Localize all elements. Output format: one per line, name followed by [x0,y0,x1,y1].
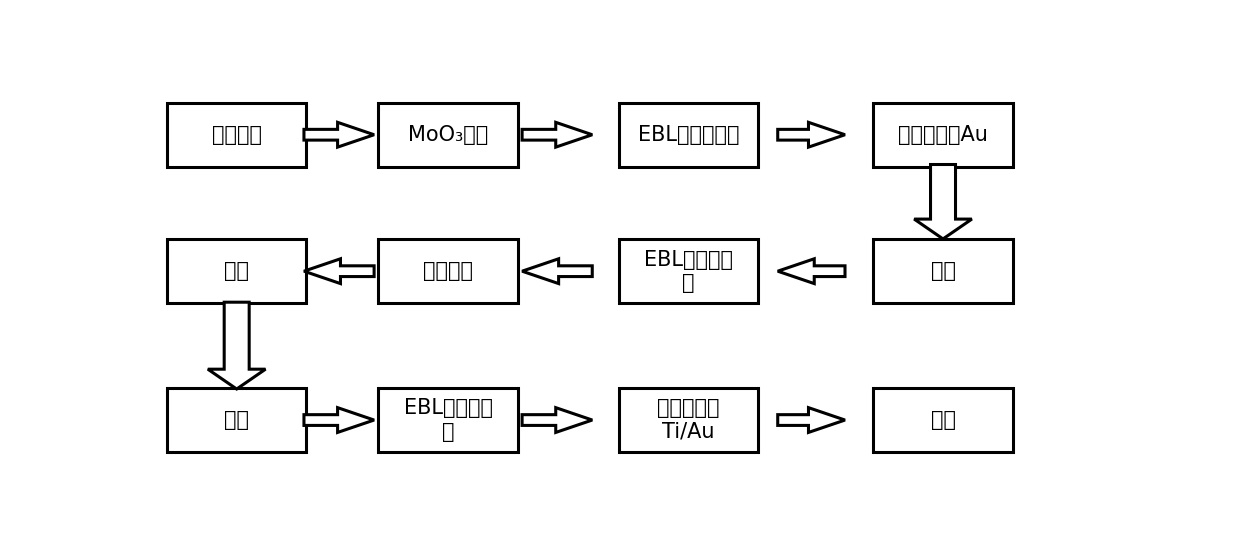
Text: MoO₃硫化: MoO₃硫化 [408,125,489,145]
Polygon shape [522,408,593,432]
Bar [378,103,518,167]
Text: EBL光刻电极
层: EBL光刻电极 层 [403,398,492,441]
Polygon shape [304,408,374,432]
Text: EBL光刻标记层: EBL光刻标记层 [637,125,739,145]
Text: 去胶: 去胶 [930,261,956,281]
Polygon shape [777,259,844,284]
Polygon shape [304,122,374,147]
Text: 磁控溅射: 磁控溅射 [423,261,474,281]
Polygon shape [522,259,593,284]
Bar [873,388,1013,452]
Polygon shape [777,122,844,147]
Text: 退火: 退火 [224,410,249,430]
Bar [167,388,306,452]
Polygon shape [914,164,972,239]
Bar [619,388,758,452]
Text: 去胶: 去胶 [930,410,956,430]
Text: 电子束蒸发
Ti/Au: 电子束蒸发 Ti/Au [657,398,719,441]
Text: 去胶: 去胶 [224,261,249,281]
Text: 衬底清洗: 衬底清洗 [212,125,262,145]
Polygon shape [777,408,844,432]
Bar [619,239,758,303]
Bar [873,103,1013,167]
Text: 电子束蒸发Au: 电子束蒸发Au [898,125,988,145]
Polygon shape [304,259,374,284]
Bar [378,239,518,303]
Polygon shape [208,302,265,389]
Bar [378,388,518,452]
Bar [873,239,1013,303]
Polygon shape [522,122,593,147]
Bar [167,239,306,303]
Bar [167,103,306,167]
Text: EBL光刻遮挡
层: EBL光刻遮挡 层 [644,250,733,293]
Bar [619,103,758,167]
